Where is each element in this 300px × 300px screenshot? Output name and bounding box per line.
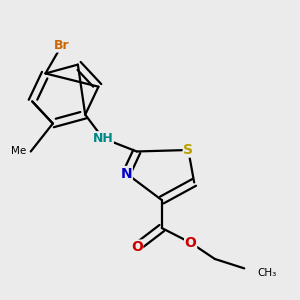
Text: NH: NH xyxy=(92,132,113,145)
Text: O: O xyxy=(185,236,197,250)
Text: N: N xyxy=(121,167,132,181)
Text: Br: Br xyxy=(54,39,70,52)
Text: S: S xyxy=(183,143,193,157)
Text: O: O xyxy=(131,240,143,254)
Text: CH₃: CH₃ xyxy=(257,268,277,278)
Text: Me: Me xyxy=(11,146,27,157)
